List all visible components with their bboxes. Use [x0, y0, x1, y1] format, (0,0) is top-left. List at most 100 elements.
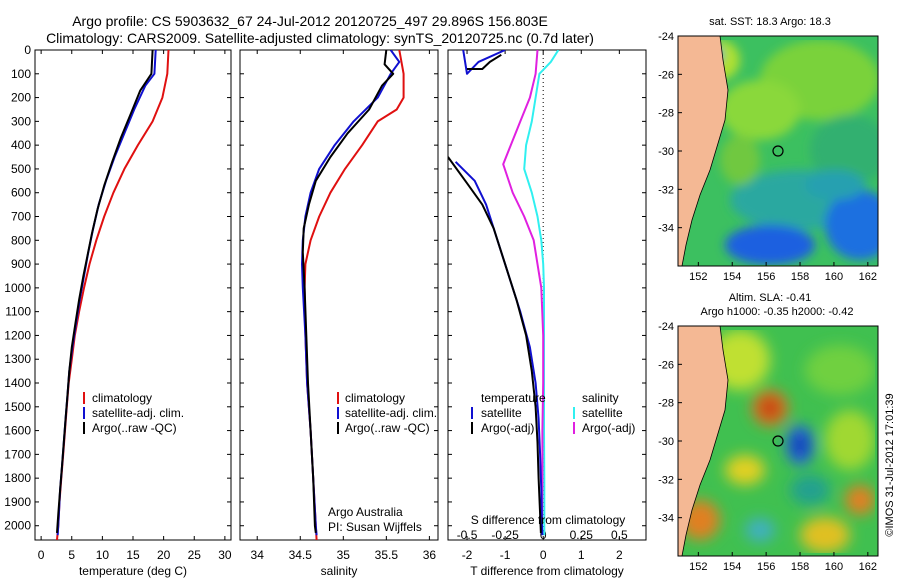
y-tick-label: 700 — [11, 210, 31, 224]
lat-tick-label: -34 — [658, 513, 674, 525]
y-tick-label: 200 — [11, 91, 31, 105]
temperature-plot-frame — [34, 49, 232, 541]
profile-lines — [56, 50, 560, 540]
lat-tick-label: -32 — [658, 474, 674, 486]
lon-tick-label: 152 — [689, 271, 707, 283]
difference-series — [448, 50, 560, 536]
s-tick-label: -0.5 — [457, 528, 478, 542]
series-line-argo-raw-qc- — [56, 50, 154, 533]
salinity-legend: climatology satellite-adj. clim. Argo(..… — [337, 391, 437, 435]
title-line1: Argo profile: CS 5903632_67 24-Jul-2012 … — [72, 13, 548, 29]
sst-map-image — [678, 36, 878, 266]
title-line2: Climatology: CARS2009. Satellite-adjuste… — [46, 30, 594, 46]
lat-tick-label: -34 — [658, 223, 674, 235]
t-difference-axis-label: T difference from climatology — [470, 564, 624, 578]
sla-map-title-line1: Altim. SLA: -0.41 — [729, 292, 812, 304]
lat-tick-label: -24 — [658, 321, 674, 333]
series-line-satellite-adj-clim- — [301, 50, 401, 536]
x-tick-label: 30 — [218, 548, 232, 562]
lat-tick-label: -30 — [658, 146, 674, 158]
annotation-line2: PI: Susan Wijffels — [328, 520, 422, 534]
salinity-plot-frame — [239, 49, 439, 541]
x-tick-label: 25 — [188, 548, 202, 562]
legend-label-satellite-s: satellite — [582, 406, 623, 420]
series-line-satellite-adj-clim- — [56, 50, 157, 536]
y-tick-label: 300 — [11, 114, 31, 128]
sst-map-title: sat. SST: 18.3 Argo: 18.3 — [709, 16, 831, 28]
lon-tick-label: 158 — [791, 561, 809, 573]
x-tick-label: 0 — [540, 548, 547, 562]
y-tick-label: 900 — [11, 257, 31, 271]
legend-title-temperature: temperature — [481, 391, 546, 405]
s-difference-axis-label: S difference from climatology — [471, 513, 626, 527]
legend-label-satellite: satellite-adj. clim. — [345, 406, 437, 420]
lon-tick-label: 154 — [723, 271, 741, 283]
y-tick-label: 1100 — [5, 305, 31, 319]
legend-label-satellite-t: satellite — [481, 406, 522, 420]
sla-map-ticks: 152 154 156 158 160 162 -24 -26 -28 -30 -32 -34 — [658, 321, 877, 573]
x-tick-label: 0 — [38, 548, 45, 562]
y-tick-label: 500 — [11, 162, 31, 176]
temperature-legend: climatology satellite-adj. clim. Argo(..… — [83, 391, 184, 435]
legend-label-argo-s: Argo(-adj) — [582, 421, 635, 435]
x-tick-label: 34 — [251, 548, 265, 562]
y-tick-label: 1600 — [4, 424, 31, 438]
x-tick-label: 1 — [578, 548, 585, 562]
legend-title-salinity: salinity — [582, 391, 619, 405]
legend-label-argo: Argo(..raw -QC) — [92, 421, 177, 435]
lon-tick-label: 162 — [859, 561, 877, 573]
lat-tick-label: -30 — [658, 436, 674, 448]
x-tick-label: 5 — [68, 548, 75, 562]
x-tick-label: 36 — [423, 548, 437, 562]
series-line-climatology — [56, 50, 170, 540]
series-line-satellite — [523, 50, 560, 536]
lat-tick-label: -32 — [658, 184, 674, 196]
lat-tick-label: -24 — [658, 31, 674, 43]
y-tick-label: 1900 — [4, 495, 31, 509]
legend-label-argo-t: Argo(-adj) — [481, 421, 534, 435]
y-tick-label: 1800 — [4, 471, 31, 485]
sst-map-ticks: 152 154 156 158 160 162 -24 -26 -28 -30 -32 -34 — [658, 31, 877, 283]
y-tick-label: 400 — [11, 138, 31, 152]
lon-tick-label: 162 — [859, 271, 877, 283]
legend-label-climatology: climatology — [345, 391, 405, 405]
x-tick-label: -2 — [462, 548, 473, 562]
temperature-axis-label: temperature (deg C) — [79, 564, 187, 578]
lon-tick-label: 152 — [689, 561, 707, 573]
lon-tick-label: 156 — [757, 271, 775, 283]
x-tick-label: 35.5 — [375, 548, 399, 562]
s-tick-label: 0.5 — [611, 528, 628, 542]
series-line-satellite-t-deep- — [454, 161, 544, 536]
temperature-series — [56, 50, 170, 540]
x-tick-label: 20 — [157, 548, 171, 562]
axis-ticks: 0100200300400500600700800900100011001200… — [4, 43, 646, 562]
s-tick-label: -0.25 — [491, 528, 519, 542]
lon-tick-label: 158 — [791, 271, 809, 283]
series-line-climatology — [303, 50, 405, 540]
sla-map-image — [678, 326, 878, 556]
x-tick-label: -1 — [500, 548, 511, 562]
lon-tick-label: 160 — [825, 561, 843, 573]
lat-tick-label: -28 — [658, 398, 674, 410]
x-tick-label: 35 — [337, 548, 351, 562]
annotation-line1: Argo Australia — [328, 505, 403, 519]
legend-label-satellite: satellite-adj. clim. — [92, 406, 184, 420]
series-line-argo-raw-qc- — [301, 50, 395, 534]
lon-tick-label: 160 — [825, 271, 843, 283]
y-tick-label: 1200 — [4, 328, 31, 342]
x-tick-label: 15 — [126, 548, 140, 562]
y-tick-label: 2000 — [4, 519, 31, 533]
x-tick-label: 10 — [96, 548, 110, 562]
watermark: ©IMOS 31-Jul-2012 17:01:39 — [884, 393, 896, 536]
y-tick-label: 1300 — [4, 352, 31, 366]
salinity-axis-label: salinity — [321, 564, 358, 578]
lon-tick-label: 156 — [757, 561, 775, 573]
x-tick-label: 2 — [616, 548, 623, 562]
sla-map-title-line2: Argo h1000: -0.35 h2000: -0.42 — [701, 306, 854, 318]
lat-tick-label: -28 — [658, 108, 674, 120]
lat-tick-label: -26 — [658, 69, 674, 81]
x-tick-label: 34.5 — [289, 548, 313, 562]
salinity-series — [301, 50, 405, 540]
series-line-argo-adj- — [467, 53, 502, 70]
